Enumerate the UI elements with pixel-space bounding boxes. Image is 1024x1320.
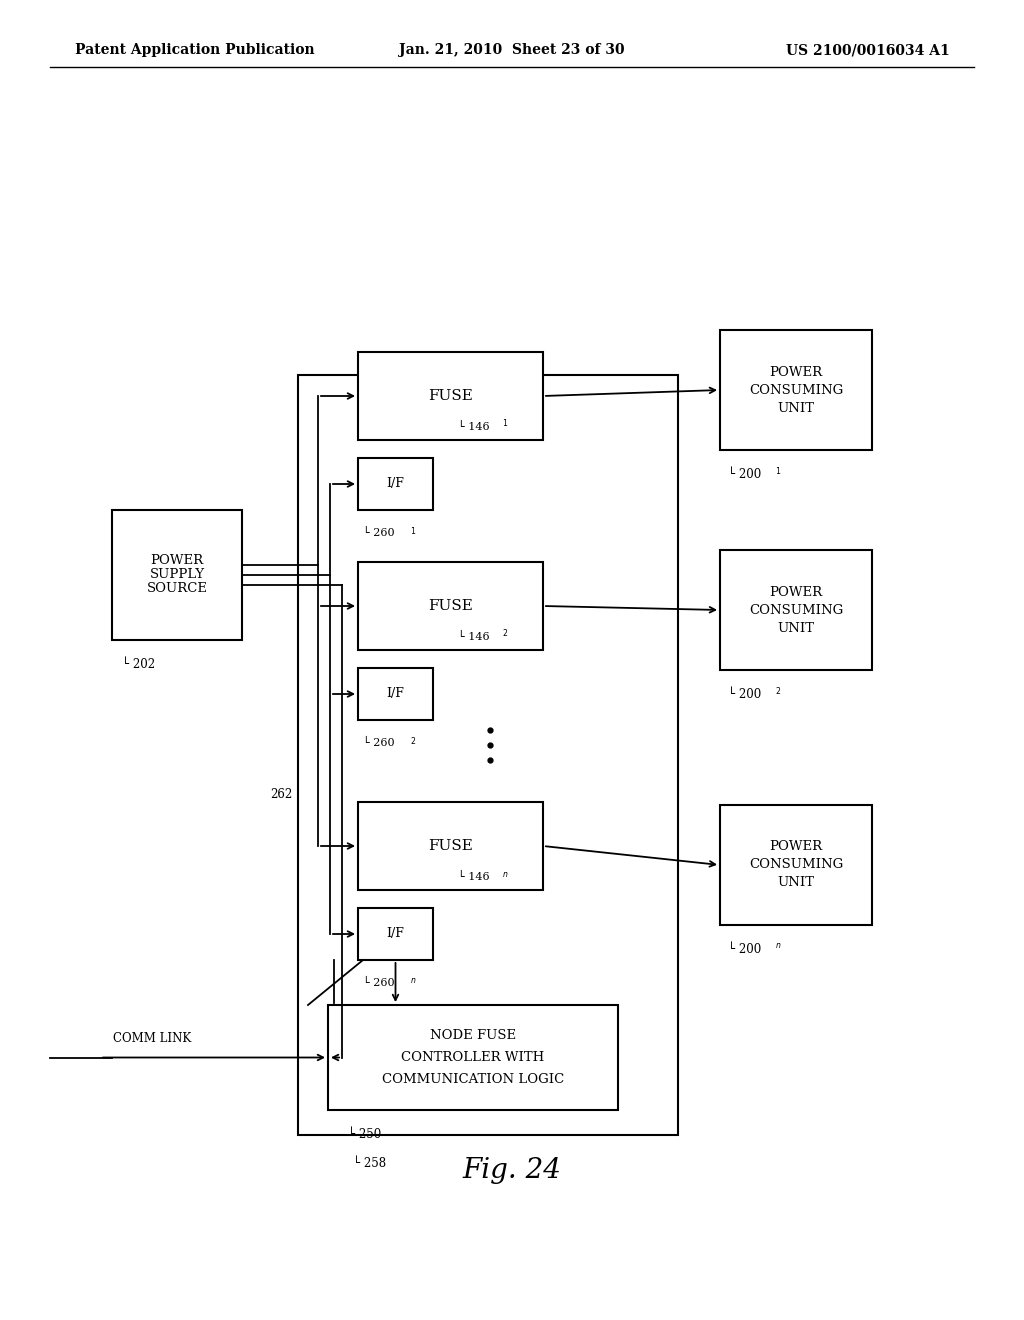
Text: CONSUMING: CONSUMING [749, 603, 843, 616]
Text: UNIT: UNIT [777, 622, 814, 635]
Text: └ 260: └ 260 [362, 978, 394, 989]
Bar [358, 908, 433, 960]
Text: $_n$: $_n$ [503, 870, 509, 880]
Text: POWER: POWER [769, 841, 822, 854]
Bar [328, 1005, 618, 1110]
Text: POWER: POWER [151, 554, 204, 568]
Text: $_n$: $_n$ [410, 975, 417, 986]
Text: └ 260: └ 260 [362, 528, 394, 539]
Text: $_1$: $_1$ [410, 525, 417, 539]
Text: └ 250: └ 250 [348, 1129, 381, 1140]
Text: NODE FUSE: NODE FUSE [430, 1030, 516, 1041]
Text: FUSE: FUSE [428, 599, 473, 612]
Text: └ 202: └ 202 [122, 657, 155, 671]
Text: └ 146: └ 146 [459, 632, 490, 642]
Text: I/F: I/F [387, 688, 404, 701]
Bar [358, 668, 433, 719]
Text: POWER: POWER [769, 586, 822, 598]
Text: COMM LINK: COMM LINK [113, 1032, 191, 1045]
Bar [298, 375, 678, 1135]
Bar [358, 562, 543, 649]
Text: $_1$: $_1$ [775, 466, 781, 478]
Text: Patent Application Publication: Patent Application Publication [75, 44, 314, 57]
Text: 262: 262 [270, 788, 292, 801]
Bar [720, 805, 872, 925]
Text: └ 200: └ 200 [728, 942, 761, 956]
Text: CONSUMING: CONSUMING [749, 858, 843, 871]
Bar [358, 458, 433, 510]
Text: └ 258: └ 258 [353, 1158, 386, 1170]
Text: FUSE: FUSE [428, 389, 473, 403]
Bar [112, 510, 242, 640]
Text: └ 200: └ 200 [728, 469, 761, 480]
Text: US 2100/0016034 A1: US 2100/0016034 A1 [786, 44, 950, 57]
Text: FUSE: FUSE [428, 840, 473, 853]
Text: UNIT: UNIT [777, 401, 814, 414]
Text: CONTROLLER WITH: CONTROLLER WITH [401, 1051, 545, 1064]
Text: SOURCE: SOURCE [146, 582, 208, 595]
Bar [358, 352, 543, 440]
Text: Fig. 24: Fig. 24 [463, 1156, 561, 1184]
Text: └ 146: └ 146 [459, 873, 490, 882]
Text: └ 146: └ 146 [459, 422, 490, 432]
Text: └ 260: └ 260 [362, 738, 394, 748]
Text: SUPPLY: SUPPLY [150, 569, 205, 582]
Bar [720, 330, 872, 450]
Text: COMMUNICATION LOGIC: COMMUNICATION LOGIC [382, 1073, 564, 1086]
Bar [358, 803, 543, 890]
Text: CONSUMING: CONSUMING [749, 384, 843, 396]
Text: $_n$: $_n$ [775, 941, 781, 950]
Text: $_1$: $_1$ [503, 417, 509, 430]
Bar [720, 550, 872, 671]
Text: $_2$: $_2$ [775, 686, 781, 698]
Text: Jan. 21, 2010  Sheet 23 of 30: Jan. 21, 2010 Sheet 23 of 30 [399, 44, 625, 57]
Text: UNIT: UNIT [777, 876, 814, 890]
Text: └ 200: └ 200 [728, 688, 761, 701]
Text: I/F: I/F [387, 928, 404, 940]
Text: POWER: POWER [769, 366, 822, 379]
Text: $_2$: $_2$ [503, 627, 509, 640]
Text: I/F: I/F [387, 478, 404, 491]
Text: $_2$: $_2$ [410, 737, 416, 748]
